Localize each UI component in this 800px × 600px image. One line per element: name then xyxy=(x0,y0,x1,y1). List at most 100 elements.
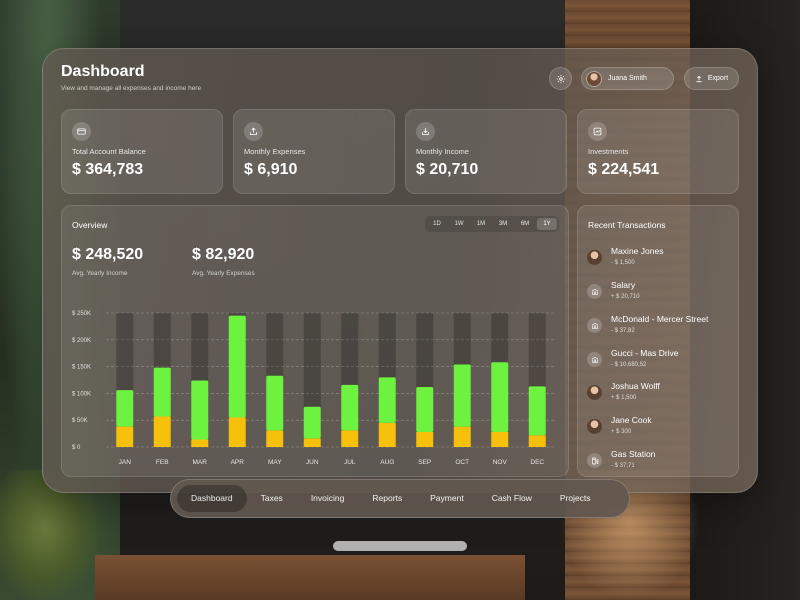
bar-income xyxy=(266,375,284,431)
x-tick-label: APR xyxy=(231,459,245,466)
stat-card-investments[interactable]: Investments $ 224,541 xyxy=(577,109,739,194)
stat-card-income[interactable]: Monthly Income $ 20,710 xyxy=(405,109,567,194)
bar-expense xyxy=(116,426,134,447)
transaction-amount: + $ 20,710 xyxy=(611,294,640,300)
tab-invoicing[interactable]: Invoicing xyxy=(310,493,345,503)
user-name: Juana Smith xyxy=(608,75,647,82)
recent-title: Recent Transactions xyxy=(588,220,666,230)
stat-label: Total Account Balance xyxy=(72,147,146,156)
stat-value: $ 364,783 xyxy=(72,161,144,178)
user-menu[interactable]: Juana Smith xyxy=(581,67,674,90)
range-6m[interactable]: 6M xyxy=(520,221,530,227)
bar-income xyxy=(303,406,321,439)
bar-income xyxy=(191,380,209,440)
transaction-amount: - $ 37,82 xyxy=(611,328,635,334)
tab-payment[interactable]: Payment xyxy=(430,493,464,503)
bar-expense xyxy=(191,439,209,447)
stat-card-balance[interactable]: Total Account Balance $ 364,783 xyxy=(61,109,223,194)
stat-label: Monthly Income xyxy=(416,147,469,156)
recent-transactions-panel: Recent Transactions Maxine Jones - $ 1,5… xyxy=(577,205,739,477)
bar-income xyxy=(116,390,134,427)
bar-expense xyxy=(341,430,359,447)
range-1y[interactable]: 1Y xyxy=(537,218,557,230)
export-label: Export xyxy=(707,75,729,82)
range-1d[interactable]: 1D xyxy=(433,221,441,227)
x-tick-label: JUN xyxy=(306,459,319,466)
y-tick-label: $ 50K xyxy=(72,418,88,424)
range-selector: 1D 1W 1M 3M 6M 1Y xyxy=(425,216,559,232)
transaction-amount: - $ 1,500 xyxy=(611,260,635,266)
transaction-amount: - $ 37,71 xyxy=(611,463,635,469)
export-button[interactable]: Export xyxy=(684,67,739,90)
transaction-amount: + $ 300 xyxy=(611,429,632,435)
y-tick-label: $ 200K xyxy=(72,338,91,344)
transaction-item[interactable]: Gas Station - $ 37,71 xyxy=(587,449,737,475)
stat-card-expenses[interactable]: Monthly Expenses $ 6,910 xyxy=(233,109,395,194)
transaction-item[interactable]: Jane Cook + $ 300 xyxy=(587,415,737,441)
transaction-item[interactable]: Gucci - Mas Drive - $ 10,680,52 xyxy=(587,348,737,374)
avatar xyxy=(586,70,602,87)
x-tick-label: MAR xyxy=(193,459,208,466)
bar-expense xyxy=(491,431,509,447)
x-tick-label: AUG xyxy=(380,459,394,466)
stat-label: Investments xyxy=(588,147,629,156)
x-tick-label: OCT xyxy=(455,459,469,466)
transaction-name: Maxine Jones xyxy=(611,246,664,256)
bar-income xyxy=(453,364,471,427)
bottom-tab-bar: Dashboard Taxes Invoicing Reports Paymen… xyxy=(170,479,630,518)
range-1m[interactable]: 1M xyxy=(476,221,486,227)
window-grabber-bar[interactable] xyxy=(333,541,467,551)
range-3m[interactable]: 3M xyxy=(498,221,508,227)
bar-income xyxy=(341,384,359,431)
bank-icon xyxy=(587,284,602,299)
stat-value: $ 224,541 xyxy=(588,161,660,178)
tab-projects[interactable]: Projects xyxy=(559,493,591,503)
download-icon xyxy=(416,122,435,141)
bar-expense xyxy=(228,417,246,447)
settings-button[interactable] xyxy=(549,67,572,90)
y-tick-label: $ 250K xyxy=(72,311,91,317)
bar-income xyxy=(228,315,246,418)
bar-income xyxy=(378,377,396,423)
overview-bar-chart: $ 250K $ 200K $ 150K $ 100K $ 50K $ 0 JAN FEB MA… xyxy=(72,311,556,466)
transaction-amount: - $ 10,680,52 xyxy=(611,362,647,368)
tab-cash-flow[interactable]: Cash Flow xyxy=(491,493,532,503)
bar-expense xyxy=(528,435,546,447)
x-tick-label: SEP xyxy=(418,459,431,466)
upload-icon xyxy=(244,122,263,141)
x-tick-label: FEB xyxy=(156,459,169,466)
bar-income xyxy=(528,386,546,436)
transaction-item[interactable]: Joshua Wolff + $ 1,500 xyxy=(587,381,737,407)
range-1w[interactable]: 1W xyxy=(454,221,464,227)
bar-income xyxy=(416,386,434,432)
x-tick-label: MAY xyxy=(268,459,282,466)
income-total: $ 248,520 xyxy=(72,246,144,263)
transaction-name: Salary xyxy=(611,280,636,290)
bar-income xyxy=(153,367,171,417)
x-tick-label: DEC xyxy=(530,459,544,466)
avatar xyxy=(587,419,602,434)
expense-label: Avg. Yearly Expenses xyxy=(192,270,255,277)
stat-value: $ 20,710 xyxy=(416,161,479,178)
bank-icon xyxy=(587,352,602,367)
transaction-name: Jane Cook xyxy=(611,415,652,425)
bar-expense xyxy=(303,438,321,447)
y-tick-label: $ 100K xyxy=(72,391,91,397)
bar-expense xyxy=(266,430,284,447)
transaction-name: Gucci - Mas Drive xyxy=(611,348,679,358)
tab-taxes[interactable]: Taxes xyxy=(260,493,283,503)
tab-dashboard[interactable]: Dashboard xyxy=(177,485,247,512)
income-label: Avg. Yearly Income xyxy=(72,270,128,277)
transaction-item[interactable]: Maxine Jones - $ 1,500 xyxy=(587,246,737,272)
expense-total: $ 82,920 xyxy=(192,246,255,263)
tab-reports[interactable]: Reports xyxy=(372,493,403,503)
transaction-amount: + $ 1,500 xyxy=(611,395,637,401)
transaction-item[interactable]: McDonald - Mercer Street - $ 37,82 xyxy=(587,314,737,340)
fuel-icon xyxy=(587,453,602,468)
y-tick-label: $ 0 xyxy=(72,445,81,451)
bar-expense xyxy=(416,431,434,447)
avatar xyxy=(587,385,602,400)
bar-expense xyxy=(453,426,471,447)
transaction-item[interactable]: Salary + $ 20,710 xyxy=(587,280,737,306)
bank-icon xyxy=(587,318,602,333)
